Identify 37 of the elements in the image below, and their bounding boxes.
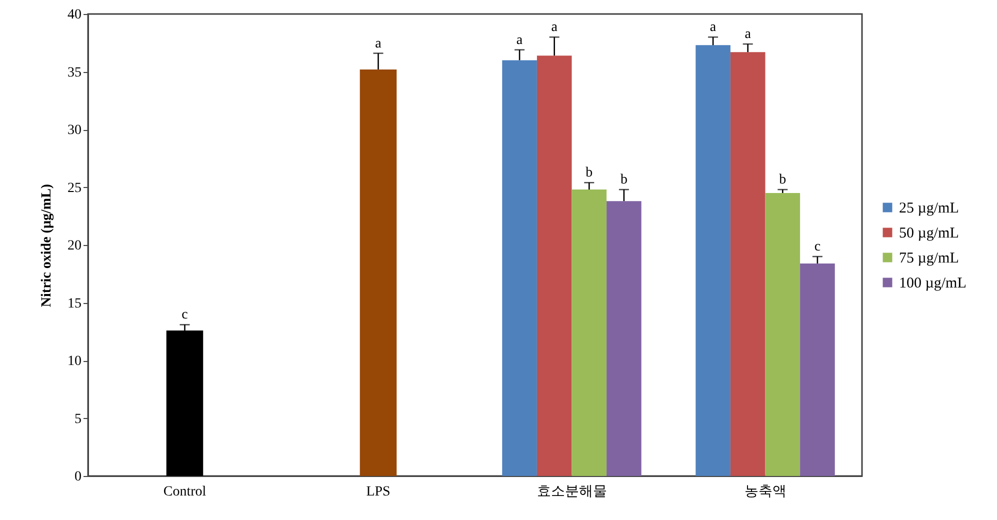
bar xyxy=(730,52,766,476)
data-label: c xyxy=(814,240,821,255)
legend-label: 75 µg/mL xyxy=(899,250,959,266)
x-tick-label: 효소분해물 xyxy=(536,484,607,500)
bar xyxy=(765,193,800,476)
legend-label: 25 µg/mL xyxy=(899,200,959,216)
data-label: a xyxy=(710,20,717,36)
y-tick-label: 20 xyxy=(68,238,82,254)
bar xyxy=(606,201,642,476)
data-label: a xyxy=(516,32,524,48)
data-label: c xyxy=(182,308,188,323)
y-axis-title: Nitric oxide (µg/mL) xyxy=(40,184,54,308)
y-tick-label: 5 xyxy=(74,412,82,427)
y-tick-label: 10 xyxy=(68,354,82,369)
bar xyxy=(536,56,572,476)
y-tick-label: 40 xyxy=(68,8,82,22)
legend-label: 50 µg/mL xyxy=(899,226,959,242)
data-label: a xyxy=(551,20,558,36)
x-tick-label: Control xyxy=(163,484,206,500)
data-label: a xyxy=(744,27,752,42)
bar xyxy=(360,69,397,476)
data-label: a xyxy=(375,36,382,52)
y-tick-label: 15 xyxy=(68,296,82,312)
bar xyxy=(696,45,730,476)
x-tick-label: 농축액 xyxy=(744,484,786,500)
legend-label: 100 µg/mL xyxy=(899,276,966,292)
data-label: b xyxy=(620,172,628,188)
y-tick-label: 25 xyxy=(68,180,82,196)
bar xyxy=(800,263,835,476)
data-label: b xyxy=(779,172,786,188)
bar xyxy=(502,60,537,476)
x-tick-label: LPS xyxy=(366,484,390,500)
data-label: b xyxy=(586,166,593,181)
y-tick-label: 35 xyxy=(68,65,82,80)
bar xyxy=(572,190,607,476)
y-tick-label: 0 xyxy=(74,470,82,484)
y-tick-label: 30 xyxy=(68,123,82,138)
